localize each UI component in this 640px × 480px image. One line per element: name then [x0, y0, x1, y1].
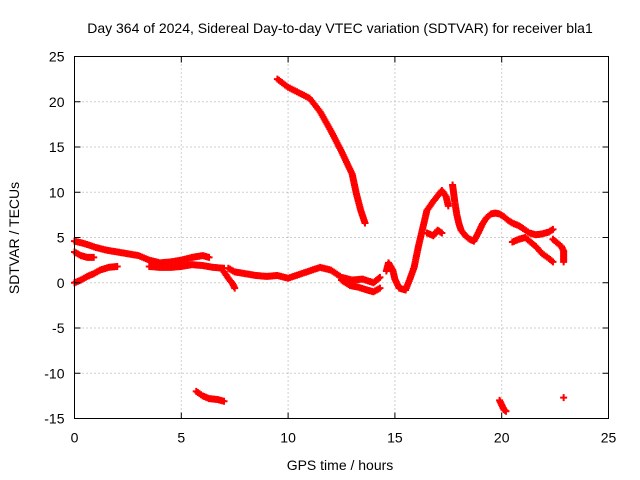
y-tick-label: -15: [44, 411, 64, 427]
data-point: [549, 225, 557, 233]
y-tick-label: 10: [49, 184, 65, 200]
data-point: [220, 397, 228, 405]
data-point: [205, 253, 213, 261]
chart-title: Day 364 of 2024, Sidereal Day-to-day VTE…: [87, 20, 593, 36]
y-tick-label: 0: [57, 275, 65, 291]
data-point: [438, 229, 446, 237]
data-point: [375, 274, 383, 282]
y-tick-label: 20: [49, 94, 65, 110]
series-track-n: [192, 387, 228, 405]
y-tick-label: -10: [44, 365, 64, 381]
data-point: [376, 273, 384, 281]
data-points: [71, 75, 568, 415]
data-point: [549, 258, 557, 266]
series-track-p: [560, 394, 568, 402]
data-point: [90, 253, 98, 261]
series-track-m: [273, 75, 369, 227]
y-tick-label: -5: [52, 320, 65, 336]
data-point: [361, 219, 369, 227]
data-point: [231, 284, 239, 292]
data-point: [560, 394, 568, 402]
y-tick-label: 25: [49, 49, 65, 65]
series-track-o: [496, 396, 510, 415]
data-point: [113, 262, 121, 270]
series-track-i: [423, 226, 446, 240]
x-tick-label: 15: [387, 430, 403, 446]
data-point: [376, 284, 384, 292]
x-tick-label: 5: [177, 430, 185, 446]
series-track-k: [508, 234, 557, 266]
x-tick-label: 0: [71, 430, 79, 446]
y-tick-label: 5: [57, 230, 65, 246]
series-track-l: [549, 235, 568, 266]
x-tick-label: 25: [601, 430, 617, 446]
series-track-f: [220, 268, 239, 292]
data-point: [444, 202, 452, 210]
series-track-g: [338, 276, 384, 296]
series-track-d: [145, 261, 228, 272]
data-point: [560, 258, 568, 266]
series-track-c: [71, 262, 121, 287]
x-tick-label: 10: [280, 430, 296, 446]
x-tick-label: 20: [494, 430, 510, 446]
series-track-j: [449, 181, 557, 245]
y-axis-label: SDTVAR / TECUs: [6, 182, 22, 294]
data-point: [502, 407, 510, 415]
axis-ticks: 0 5 10 15 20 25 -15 -10 -5 0 5 10 15 20 25: [44, 49, 616, 446]
x-axis-label: GPS time / hours: [287, 457, 394, 473]
series-track-h: [382, 186, 452, 294]
series-track-e: [224, 263, 384, 287]
y-tick-label: 15: [49, 139, 65, 155]
